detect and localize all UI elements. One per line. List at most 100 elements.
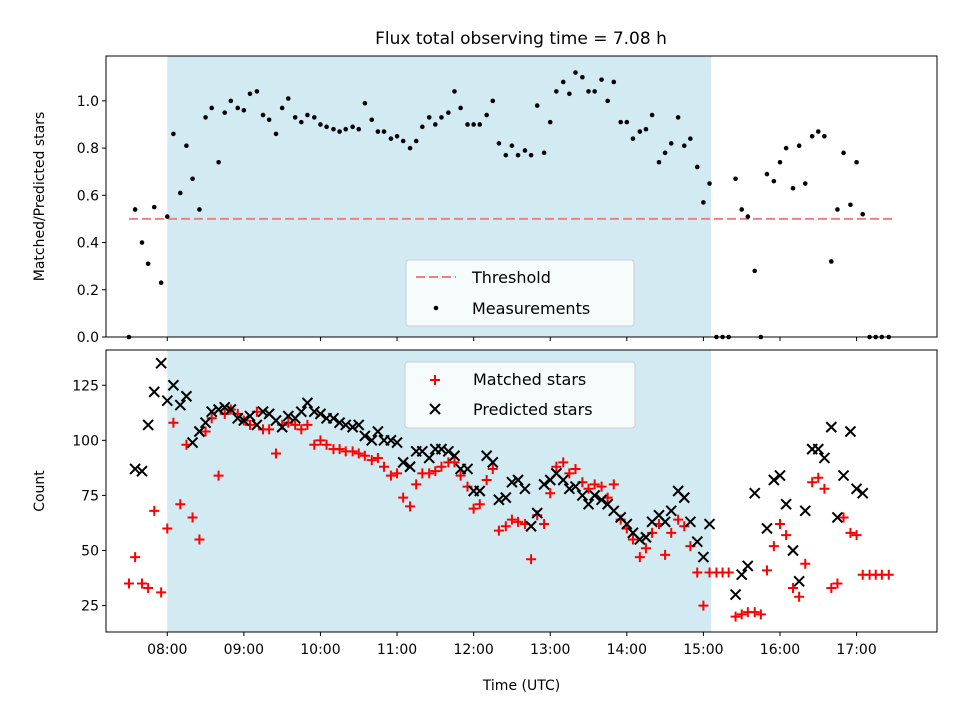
measurement-point	[560, 79, 566, 85]
measurement-point	[580, 74, 585, 80]
measurement-point	[739, 207, 744, 212]
predicted-star-point	[857, 487, 869, 499]
predicted-star-point	[576, 489, 589, 502]
matched-star-point	[660, 549, 671, 560]
matched-star-point	[526, 554, 537, 565]
matched-star-point	[213, 470, 224, 481]
measurement-point	[343, 126, 349, 132]
y-tick-label: 75	[81, 488, 99, 504]
predicted-star-point	[831, 511, 844, 524]
matched-star-point	[200, 426, 211, 437]
measurement-point	[426, 115, 432, 120]
matched-star-point	[838, 512, 849, 523]
matched-star-point	[583, 483, 594, 494]
measurement-point	[541, 150, 547, 156]
measurement-point	[662, 150, 668, 156]
measurement-point	[190, 176, 195, 182]
matched-star-point	[749, 607, 760, 618]
measurement-point	[177, 190, 183, 196]
measurement-point	[477, 122, 483, 127]
matched-star-point	[761, 565, 772, 576]
measurement-point	[515, 152, 521, 158]
matched-star-point	[788, 582, 799, 593]
measurement-point	[496, 141, 502, 146]
measurement-point	[522, 148, 528, 153]
matched-star-point	[411, 479, 422, 490]
y-tick-label: 0.2	[77, 283, 99, 299]
predicted-star-point	[582, 498, 595, 510]
predicted-star-point	[129, 463, 141, 475]
predicted-star-point	[308, 405, 321, 418]
predicted-star-point	[333, 416, 346, 429]
matched-star-point	[309, 439, 320, 450]
measurement-point	[809, 133, 815, 139]
predicted-star-point	[729, 588, 742, 601]
count-y-axis-label: Count	[32, 470, 48, 512]
x-tick-label: 11:00	[377, 642, 417, 658]
measurement-point	[299, 119, 304, 125]
matched-star-point	[487, 463, 498, 474]
ratio-legend: Threshold Measurements	[405, 259, 635, 327]
legend-matched-label: Matched stars	[473, 370, 586, 389]
predicted-star-point	[193, 425, 206, 438]
matched-star-point	[551, 461, 562, 472]
legend-box	[404, 361, 636, 429]
matched-star-point	[596, 481, 607, 492]
measurement-point	[764, 171, 770, 177]
measurement-point	[164, 214, 170, 219]
measurement-point	[656, 159, 662, 165]
measurement-point	[701, 200, 706, 205]
measurement-point	[783, 145, 789, 151]
matched-star-point	[807, 477, 818, 488]
matched-star-point	[640, 543, 651, 554]
matched-star-point	[627, 534, 638, 545]
measurement-point	[420, 124, 425, 130]
measurement-point	[624, 119, 630, 125]
measurement-point	[375, 129, 381, 134]
measurement-point	[260, 112, 266, 118]
matched-star-point	[539, 519, 550, 530]
predicted-star-point	[180, 390, 193, 402]
predicted-star-point	[531, 507, 543, 519]
measurement-point	[235, 105, 241, 111]
matched-star-point	[666, 527, 677, 538]
legend-predicted-label: Predicted stars	[473, 400, 593, 419]
measurement-point	[362, 100, 368, 106]
predicted-star-point	[799, 505, 811, 517]
predicted-star-point	[818, 452, 831, 464]
predicted-star-point	[136, 465, 148, 477]
predicted-star-point	[385, 434, 397, 447]
matched-star-point	[755, 609, 766, 620]
matched-star-point	[156, 587, 167, 598]
matched-star-point	[794, 591, 805, 602]
measurement-point	[247, 91, 253, 97]
x-tick-label: 13:00	[530, 642, 570, 658]
predicted-star-point	[174, 399, 186, 411]
measurement-point	[822, 133, 827, 139]
measurement-point	[752, 268, 758, 274]
measurement-point	[841, 150, 846, 156]
matched-star-point	[570, 463, 581, 474]
measurement-point	[209, 105, 214, 111]
measurement-point	[835, 207, 840, 212]
predicted-star-point	[793, 575, 805, 588]
measurement-point	[829, 259, 834, 264]
predicted-star-point	[327, 412, 340, 425]
measurement-point	[681, 143, 687, 149]
predicted-star-point	[837, 469, 850, 482]
measurement-point	[413, 138, 419, 144]
matched-star-point	[130, 552, 141, 563]
measurement-point	[145, 261, 151, 267]
matched-star-point	[845, 527, 856, 538]
measurement-point	[203, 115, 208, 120]
measurement-point	[694, 164, 700, 170]
predicted-star-point	[812, 443, 824, 455]
measurement-point	[471, 122, 476, 127]
count-plot-frame	[105, 349, 938, 633]
measurement-point	[285, 96, 291, 101]
predicted-star-point	[251, 419, 263, 431]
measurement-point	[331, 126, 336, 132]
measurement-point	[490, 98, 496, 104]
matched-star-point	[379, 461, 390, 472]
matched-star-point	[168, 417, 179, 428]
